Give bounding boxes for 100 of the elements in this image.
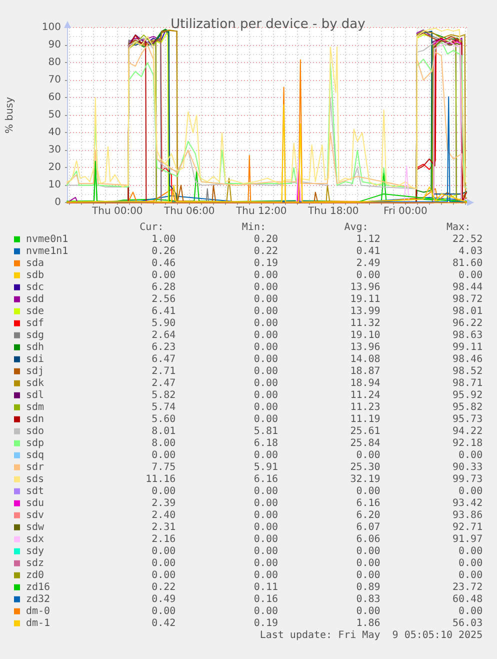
text: 0.00 [254, 282, 278, 293]
text: 0.16 [254, 594, 278, 605]
text: 0.00 [356, 570, 380, 581]
y-tick-label: 50 [48, 110, 61, 121]
text: 2.31 [152, 522, 176, 533]
y-tick-label: 0 [54, 197, 61, 208]
text: Last update: Fri May 9 05:05:10 2025 [260, 630, 483, 642]
legend-label: sdp [26, 438, 44, 449]
text: 2.49 [356, 258, 380, 269]
text: 99.11 [452, 342, 483, 353]
legend-label: sdz [26, 558, 44, 569]
text: 0.89 [356, 582, 380, 593]
text: 0.41 [356, 246, 380, 257]
legend-label: sdf [26, 318, 44, 329]
text: 2.39 [152, 498, 176, 509]
text: 6.20 [356, 510, 380, 521]
legend-label: sdg [26, 330, 44, 341]
text: 0.00 [152, 606, 176, 617]
legend-label: zd16 [26, 582, 50, 593]
text: 0.00 [254, 534, 278, 545]
text: 0.00 [254, 606, 278, 617]
text: 99.73 [452, 474, 483, 485]
legend-label: sdw [26, 522, 46, 533]
legend-label: sdh [26, 342, 44, 353]
text: 6.18 [254, 438, 278, 449]
text: 98.01 [452, 306, 483, 317]
legend-label: sdk [26, 378, 44, 389]
legend-label: sdc [26, 282, 44, 293]
text: 0.46 [152, 258, 176, 269]
text: 6.41 [152, 306, 176, 317]
y-tick-label: 20 [48, 162, 61, 174]
text: 0.83 [356, 594, 380, 605]
legend-label: sdm [26, 402, 44, 413]
text: 11.24 [350, 390, 380, 401]
text: 0.00 [254, 366, 278, 377]
text: 0.00 [254, 318, 278, 329]
legend-label: sds [26, 474, 44, 485]
text: 18.87 [350, 366, 380, 377]
legend-label: sdn [26, 414, 44, 425]
text: 0.00 [254, 306, 278, 317]
text: 5.60 [152, 414, 176, 425]
text: 81.60 [452, 258, 483, 269]
legend-label: sdx [26, 534, 44, 545]
text: 0.00 [254, 546, 278, 557]
text: 0.00 [458, 606, 483, 617]
text: 98.63 [452, 330, 483, 341]
text: 6.16 [254, 474, 278, 485]
text: 60.48 [452, 594, 483, 605]
text: 2.56 [152, 294, 176, 305]
legend-label: dm-1 [26, 618, 50, 629]
text: 0.00 [254, 354, 278, 365]
text: 5.81 [254, 426, 278, 437]
text: Avg: [344, 222, 368, 234]
text: 98.44 [452, 282, 483, 293]
chart-title: Utilization per device - by day [170, 17, 366, 32]
text: 0.00 [254, 270, 278, 281]
text: 22.52 [452, 234, 483, 245]
text: 0.00 [458, 558, 483, 569]
text: 0.00 [152, 270, 176, 281]
x-tick-label: Thu 18:00 [307, 206, 359, 218]
legend-label: sda [26, 258, 44, 269]
text: 95.73 [452, 414, 483, 425]
text: 23.72 [452, 582, 483, 593]
text: 0.00 [152, 450, 176, 461]
text: 93.86 [452, 510, 483, 521]
text: 0.49 [152, 594, 176, 605]
legend-label: sdi [26, 354, 44, 365]
text: 0.00 [254, 486, 278, 497]
text: 0.00 [152, 486, 176, 497]
text: 11.23 [350, 402, 380, 413]
text: 2.40 [152, 510, 176, 521]
text: 2.47 [152, 378, 176, 389]
text: 2.71 [152, 366, 176, 377]
text: 96.22 [452, 318, 483, 329]
x-tick-label: Thu 12:00 [235, 206, 287, 218]
text: 98.52 [452, 366, 483, 377]
legend-label: sde [26, 306, 44, 317]
text: 0.00 [458, 570, 483, 581]
y-tick-label: 70 [48, 74, 61, 86]
legend-label: sdq [26, 450, 44, 461]
text: 25.84 [350, 438, 380, 449]
text: 2.64 [152, 330, 176, 341]
text: 0.00 [458, 486, 483, 497]
text: 0.00 [458, 270, 483, 281]
text: 0.00 [254, 378, 278, 389]
text: 25.61 [350, 426, 380, 437]
text: 0.42 [152, 618, 176, 629]
text: 13.99 [350, 306, 380, 317]
y-tick-label: 90 [48, 40, 61, 51]
legend-label: nvme1n1 [26, 246, 68, 257]
text: 0.11 [254, 582, 278, 593]
text: 25.30 [350, 462, 380, 473]
text: 0.00 [254, 342, 278, 353]
legend-label: zd32 [26, 594, 50, 605]
text: 91.97 [452, 534, 483, 545]
text: 95.92 [452, 390, 483, 401]
text: 2.16 [152, 534, 176, 545]
text: 14.08 [350, 354, 380, 365]
text: 0.00 [254, 402, 278, 413]
text: 0.00 [356, 558, 380, 569]
